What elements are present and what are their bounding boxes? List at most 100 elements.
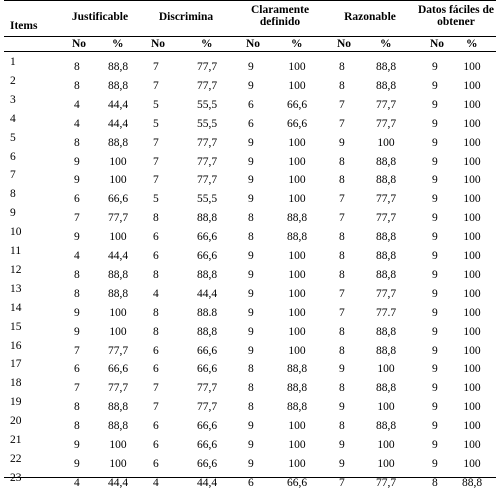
count-cell: 7	[153, 61, 159, 73]
percent-cell: 77,7	[107, 382, 129, 395]
item-number: 14	[10, 301, 22, 314]
percent-cell: 100	[463, 420, 481, 433]
percent-cell: 44,4	[196, 476, 218, 489]
count-cell: 8	[153, 212, 159, 225]
header-rule	[4, 36, 496, 37]
percent-cell: 100	[109, 457, 127, 470]
count-cell: 8	[339, 79, 345, 92]
percent-cell: 100	[288, 420, 306, 433]
percent-cell: 88,8	[107, 401, 129, 414]
count-cell: 9	[74, 325, 80, 338]
count-cell: 4	[74, 476, 80, 489]
percent-cell: 88,8	[375, 420, 397, 433]
group-header-claramente-definido: Claramente definido	[250, 4, 310, 28]
count-cell: 9	[248, 325, 254, 338]
count-cell: 9	[248, 268, 254, 281]
count-cell: 4	[74, 98, 80, 111]
count-cell: 8	[339, 174, 345, 187]
percent-cell: 66,6	[196, 420, 218, 433]
item-number: 8	[10, 188, 16, 201]
count-cell: 9	[339, 136, 345, 149]
percent-cell: 88,8	[375, 155, 397, 168]
count-cell: 9	[248, 420, 254, 433]
count-cell: 9	[432, 61, 438, 73]
count-cell: 9	[248, 174, 254, 187]
percent-cell: 77.7	[375, 306, 397, 319]
count-cell: 8	[339, 231, 345, 244]
count-cell: 9	[248, 193, 254, 206]
count-cell: 7	[339, 212, 345, 225]
percent-cell: 77,7	[107, 344, 129, 357]
count-cell: 7	[74, 344, 80, 357]
count-cell: 6	[74, 363, 80, 376]
count-cell: 9	[248, 344, 254, 357]
percent-cell: 66,6	[107, 193, 129, 206]
percent-cell: 100	[288, 193, 306, 206]
subheader-percent: %	[380, 38, 392, 50]
count-cell: 8	[74, 136, 80, 149]
percent-cell: 66,6	[196, 250, 218, 262]
count-cell: 5	[153, 193, 159, 206]
count-cell: 9	[432, 439, 438, 451]
item-number: 23	[10, 471, 22, 484]
percent-cell: 100	[463, 363, 481, 376]
count-cell: 9	[432, 306, 438, 319]
count-cell: 9	[432, 457, 438, 470]
count-cell: 7	[153, 79, 159, 92]
percent-cell: 100	[463, 268, 481, 281]
percent-cell: 100	[288, 79, 306, 92]
count-cell: 8	[248, 212, 254, 225]
percent-cell: 100	[463, 231, 481, 244]
percent-cell: 100	[288, 344, 306, 357]
count-cell: 4	[153, 287, 159, 300]
percent-cell: 100	[463, 212, 481, 225]
count-cell: 9	[248, 439, 254, 451]
count-cell: 8	[74, 420, 80, 433]
count-cell: 8	[74, 401, 80, 414]
group-header-razonable: Razonable	[344, 11, 396, 23]
percent-cell: 100	[463, 306, 481, 319]
count-cell: 9	[432, 212, 438, 225]
count-cell: 7	[74, 382, 80, 395]
count-cell: 5	[153, 117, 159, 130]
percent-cell: 88,8	[375, 79, 397, 92]
count-cell: 9	[432, 193, 438, 206]
item-number: 21	[10, 434, 22, 446]
percent-cell: 77,7	[196, 136, 218, 149]
count-cell: 9	[432, 268, 438, 281]
percent-cell: 100	[288, 136, 306, 149]
percent-cell: 88,8	[107, 268, 129, 281]
subheader-rule	[4, 51, 496, 52]
percent-cell: 44,4	[107, 98, 129, 111]
count-cell: 8	[248, 363, 254, 376]
percent-cell: 88,8	[375, 250, 397, 262]
count-cell: 8	[153, 268, 159, 281]
count-cell: 8	[248, 401, 254, 414]
percent-cell: 77,7	[375, 98, 397, 111]
percent-cell: 77,7	[196, 174, 218, 187]
percent-cell: 100	[288, 155, 306, 168]
count-cell: 8	[74, 79, 80, 92]
count-cell: 6	[153, 250, 159, 262]
percent-cell: 100	[109, 174, 127, 187]
count-cell: 4	[153, 476, 159, 489]
percent-cell: 66,6	[286, 117, 308, 130]
item-number: 7	[10, 169, 16, 182]
percent-cell: 77,7	[196, 401, 218, 414]
item-number: 9	[10, 207, 16, 220]
item-number: 11	[10, 245, 22, 257]
percent-cell: 88,8	[107, 79, 129, 92]
percent-cell: 100	[109, 306, 127, 319]
percent-cell: 55,5	[196, 193, 218, 206]
count-cell: 9	[432, 287, 438, 300]
count-cell: 8	[339, 344, 345, 357]
count-cell: 8	[74, 268, 80, 281]
group-header-justificable: Justificable	[71, 11, 129, 23]
count-cell: 9	[432, 382, 438, 395]
percent-cell: 77,7	[375, 193, 397, 206]
percent-cell: 88,8	[375, 325, 397, 338]
percent-cell: 100	[463, 193, 481, 206]
count-cell: 9	[248, 61, 254, 73]
count-cell: 6	[248, 117, 254, 130]
count-cell: 8	[153, 306, 159, 319]
